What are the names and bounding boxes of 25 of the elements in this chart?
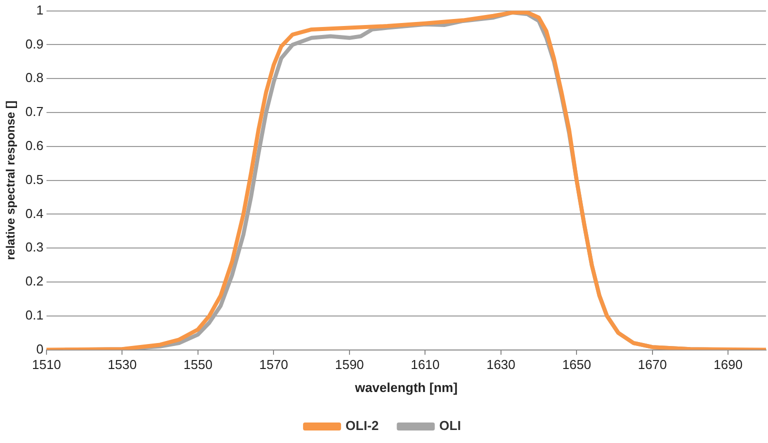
y-axis-title: relative spectral response [] [4,100,18,260]
y-tick-label: 0.5 [25,172,44,187]
x-axis-title: wavelength [nm] [354,380,458,395]
x-tick-label: 1610 [410,357,440,372]
x-tick-label: 1530 [108,357,137,372]
y-tick-label: 0.4 [25,206,44,221]
x-tick-label: 1630 [486,357,516,372]
y-tick-label: 0.8 [25,70,44,86]
legend-label: OLI [439,418,461,434]
x-tick-label: 1550 [183,357,212,372]
y-tick-label: 0.3 [25,240,44,255]
x-tick-label: 1570 [259,357,288,372]
y-tick-label: 0.1 [25,307,44,322]
x-tick-label: 1690 [714,357,743,372]
y-tick-label: 0.6 [25,138,44,153]
y-tick-label: 1 [36,2,44,18]
x-tick-label: 1670 [638,357,667,372]
x-tick-label: 1510 [32,357,61,372]
x-tick-label: 1650 [562,357,592,372]
y-tick-label: 0.7 [25,104,44,120]
y-tick-label: 0.2 [25,274,44,289]
x-tick-label: 1590 [334,357,364,372]
legend-label: OLI-2 [346,418,379,434]
y-tick-label: 0 [36,341,44,356]
y-tick-label: 0.9 [25,36,44,52]
